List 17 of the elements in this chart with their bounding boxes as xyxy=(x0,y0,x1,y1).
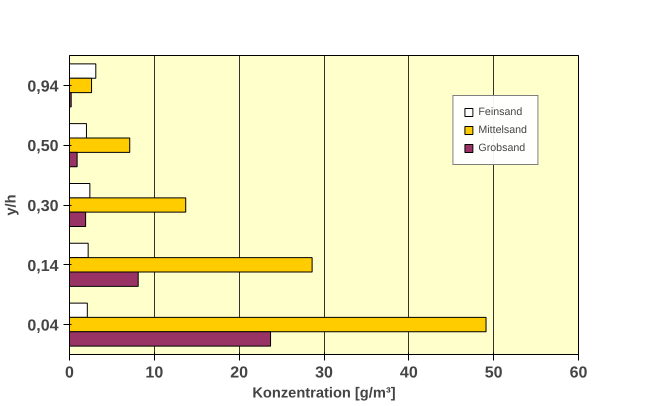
legend-label: Mittelsand xyxy=(478,124,527,136)
y-tick-label: 0,14 xyxy=(27,258,59,275)
y-tick-label: 0,50 xyxy=(27,138,59,156)
x-tick-label: 30 xyxy=(315,364,333,382)
x-tick-label: 10 xyxy=(145,364,164,382)
legend-label: Grobsand xyxy=(478,142,526,154)
x-tick-label: 20 xyxy=(230,364,248,382)
legend-label: Feinsand xyxy=(478,106,522,118)
x-tick-label: 0 xyxy=(65,364,74,382)
x-tick-label: 40 xyxy=(400,364,418,382)
y-axis-title: y/h xyxy=(3,194,20,216)
x-tick-label: 60 xyxy=(570,364,588,382)
y-tick-label: 0,30 xyxy=(27,198,59,215)
x-axis-title: Konzentration [g/m³] xyxy=(252,386,396,402)
y-tick-label: 0,04 xyxy=(27,318,59,335)
y-tick-label: 0,94 xyxy=(27,78,59,96)
x-tick-label: 50 xyxy=(484,364,503,382)
